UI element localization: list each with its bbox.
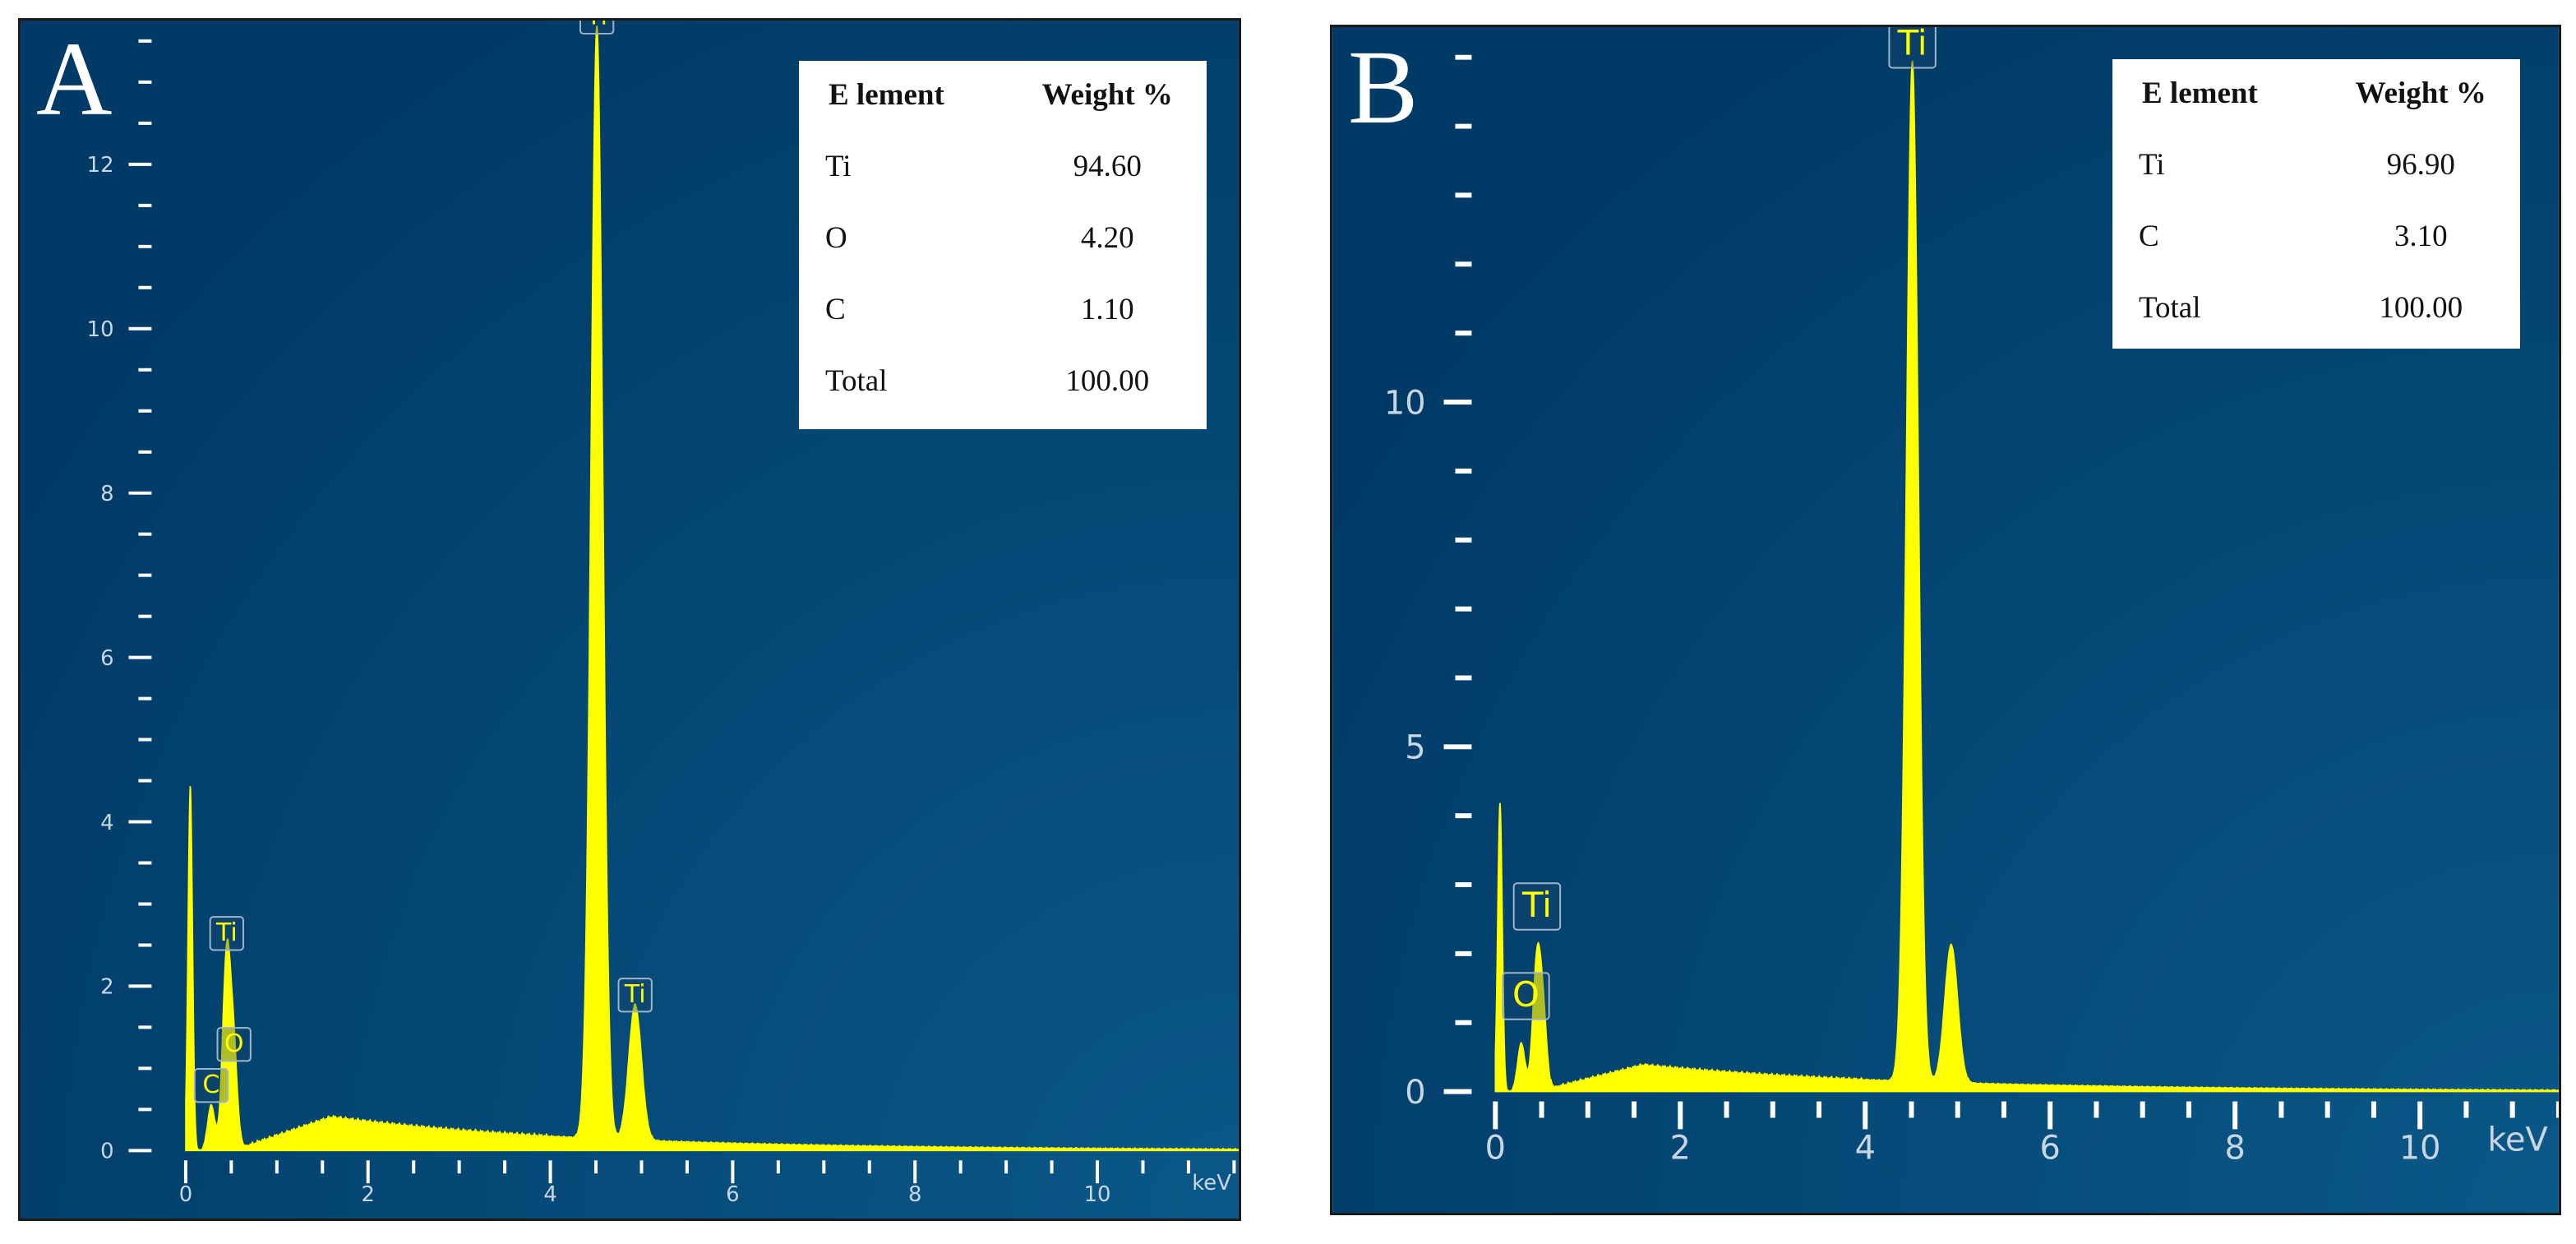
x-tick-label: 6 (2040, 1129, 2061, 1167)
x-tick-label: 4 (543, 1182, 556, 1207)
table-cell-weight: 96.90 (2386, 148, 2455, 182)
svg-text:Ti: Ti (1521, 885, 1552, 925)
eds-panel-b: Ti Ti O 0 5 10 0 2 4 6 8 10 keV B E lement Weight % … (1330, 25, 2561, 1215)
peak-label-ti: Ti (1512, 882, 1562, 931)
y-tick-label: 10 (1384, 384, 1426, 422)
x-tick-label: 10 (2399, 1129, 2441, 1167)
svg-text:Ti: Ti (215, 918, 238, 947)
table-cell-weight: 1.10 (1080, 293, 1134, 326)
table-row: Total 100.00 (799, 345, 1207, 417)
table-cell-element: Total (825, 364, 888, 398)
table-cell-element: C (2139, 220, 2159, 253)
y-tick-label: 0 (1405, 1074, 1425, 1112)
spectrum-area (185, 25, 1239, 1152)
table-row: C 1.10 (799, 274, 1207, 345)
x-tick-label: 10 (1084, 1182, 1111, 1207)
table-cell-weight: 100.00 (2379, 291, 2463, 325)
x-tick-label: 2 (1670, 1129, 1691, 1167)
svg-text:O: O (224, 1029, 244, 1058)
x-tick-label: 8 (908, 1182, 921, 1207)
table-row: Ti 96.90 (2112, 129, 2520, 201)
table-header-element: E lement (2142, 76, 2258, 110)
x-tick-label: 2 (362, 1182, 375, 1207)
x-tick-label: 0 (179, 1182, 192, 1207)
table-header-row: E lement Weight % (799, 61, 1207, 131)
y-tick-label: 8 (100, 482, 113, 506)
peak-label-o: O (1502, 972, 1550, 1020)
y-tick-label: 5 (1405, 729, 1425, 767)
table-cell-element: Ti (2139, 148, 2165, 182)
y-tick-label: 4 (100, 811, 113, 835)
table-row: Ti 94.60 (799, 131, 1207, 202)
peak-label-o: O (216, 1027, 252, 1062)
peak-label-c: C (193, 1068, 229, 1103)
svg-text:Ti: Ti (585, 18, 607, 31)
x-axis-label: keV (2487, 1121, 2547, 1158)
peak-label-ti: Ti (617, 978, 653, 1013)
panel-label-b: B (1348, 29, 1419, 146)
peak-label-ti: Ti (209, 916, 245, 951)
svg-text:Ti: Ti (624, 980, 646, 1009)
composition-table-a: E lement Weight % Ti 94.60 O 4.20 C 1.10 (799, 61, 1207, 429)
table-row: Total 100.00 (2112, 272, 2520, 344)
svg-text:Ti: Ti (1897, 25, 1927, 63)
table-row: C 3.10 (2112, 201, 2520, 272)
table-cell-element: C (825, 293, 846, 326)
x-tick-label: 6 (726, 1182, 739, 1207)
svg-text:C: C (203, 1071, 220, 1099)
y-tick-label: 6 (100, 646, 113, 671)
y-tick-label: 0 (100, 1140, 113, 1164)
table-cell-weight: 4.20 (1080, 221, 1134, 255)
table-cell-element: Ti (825, 150, 852, 183)
table-row: O 4.20 (799, 202, 1207, 274)
composition-table-b: E lement Weight % Ti 96.90 C 3.10 Total … (2112, 59, 2520, 349)
x-tick-label: 4 (1855, 1129, 1876, 1167)
y-tick-label: 2 (100, 975, 113, 1000)
table-header-weight: Weight % (2355, 76, 2486, 110)
table-header-row: E lement Weight % (2112, 59, 2520, 129)
svg-text:O: O (1512, 974, 1540, 1015)
peak-label-ti: Ti (1888, 25, 1937, 69)
panel-label-a: A (36, 21, 113, 137)
table-header-element: E lement (829, 78, 944, 112)
spectrum-area (1494, 60, 2559, 1093)
table-cell-element: Total (2139, 291, 2201, 325)
x-tick-label: 8 (2225, 1129, 2246, 1167)
y-tick-label: 10 (87, 317, 114, 342)
table-cell-weight: 100.00 (1065, 364, 1150, 398)
x-axis-label: keV (1192, 1171, 1231, 1195)
table-cell-weight: 3.10 (2394, 220, 2448, 253)
peak-label-ti: Ti (579, 18, 615, 35)
x-tick-label: 0 (1485, 1129, 1506, 1167)
table-cell-weight: 94.60 (1073, 150, 1142, 183)
table-cell-element: O (825, 221, 847, 255)
table-header-weight: Weight % (1041, 78, 1173, 112)
y-tick-label: 12 (87, 153, 114, 178)
eds-panel-a: TiTiOCTi0246810120246810keV A E lement W… (18, 18, 1241, 1221)
